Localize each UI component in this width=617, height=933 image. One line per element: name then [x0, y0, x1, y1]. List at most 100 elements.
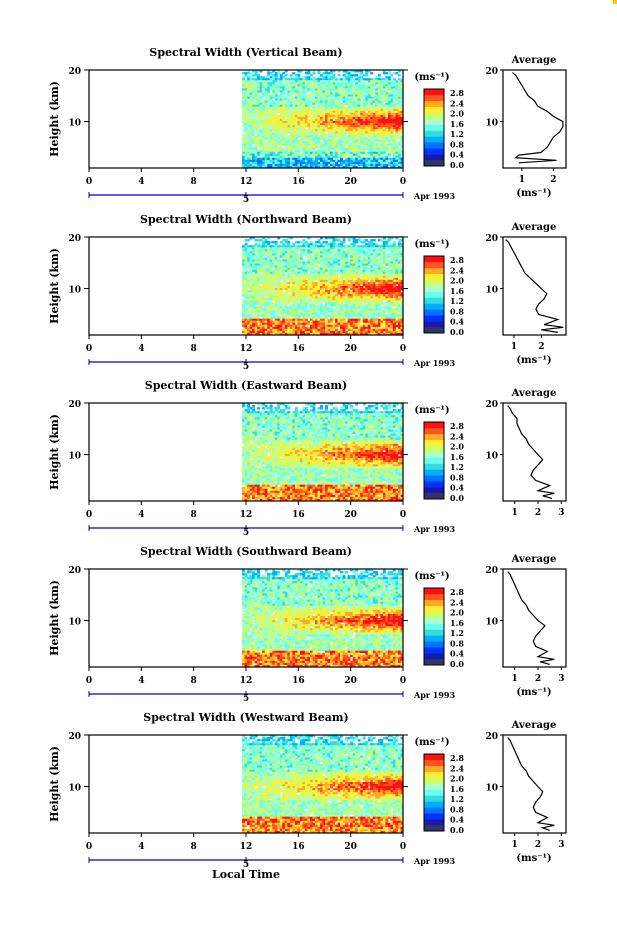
- heatmap-cell: [363, 74, 366, 76]
- heatmap-cell: [252, 311, 255, 313]
- heatmap-cell: [292, 272, 295, 274]
- heatmap-cell: [358, 113, 361, 115]
- colorbar-swatch: [424, 89, 444, 95]
- heatmap-cell: [242, 325, 245, 327]
- heatmap-cell: [398, 137, 401, 139]
- heatmap-cell: [333, 319, 336, 321]
- colorbar-swatch: [424, 160, 444, 166]
- heatmap-cell: [282, 239, 285, 241]
- colorbar-swatch: [424, 154, 444, 160]
- heatmap-cell: [348, 286, 351, 288]
- heatmap-cell: [245, 239, 248, 241]
- colorbar-label: 0.0: [450, 160, 464, 170]
- heatmap-cell: [333, 156, 336, 158]
- heatmap-cell: [285, 74, 288, 76]
- heatmap-cell: [323, 241, 326, 243]
- heatmap-cell: [393, 129, 396, 131]
- heatmap-cell: [395, 137, 398, 139]
- heatmap-cell: [365, 78, 368, 80]
- panel-title: Spectral Width (Vertical Beam): [149, 46, 342, 59]
- heatmap-cell: [333, 117, 336, 119]
- heatmap: [242, 70, 403, 168]
- heatmap-cell: [345, 144, 348, 146]
- heatmap-cell: [247, 239, 250, 241]
- heatmap-cell: [260, 282, 263, 284]
- heatmap-cell: [280, 278, 283, 280]
- heatmap-cell: [315, 278, 318, 280]
- heatmap-cell: [315, 146, 318, 148]
- heatmap-cell: [338, 74, 341, 76]
- heatmap-cell: [260, 125, 263, 127]
- heatmap-cell: [252, 141, 255, 143]
- heatmap-cell: [330, 72, 333, 74]
- heatmap-cell: [295, 321, 298, 323]
- heatmap-cell: [375, 82, 378, 84]
- heatmap-cell: [360, 164, 363, 166]
- x-tick-label: 0: [400, 177, 406, 187]
- heatmap: [242, 237, 403, 335]
- heatmap-cell: [365, 74, 368, 76]
- heatmap-cell: [295, 241, 298, 243]
- heatmap-cell: [272, 317, 275, 319]
- heatmap-cell: [282, 76, 285, 78]
- heatmap-cell: [270, 88, 273, 90]
- colorbar-swatch: [424, 148, 444, 154]
- heatmap-cell: [365, 109, 368, 111]
- heatmap-cell: [260, 146, 263, 148]
- colorbar-swatch: [424, 101, 444, 107]
- heatmap-cell: [355, 162, 358, 164]
- heatmap-cell: [353, 74, 356, 76]
- colorbar-swatch: [424, 113, 444, 119]
- heatmap-cell: [247, 97, 250, 99]
- heatmap-cell: [290, 315, 293, 317]
- heatmap-cell: [255, 239, 258, 241]
- average-x-tick-label: 1: [519, 175, 525, 185]
- heatmap-cell: [242, 129, 245, 131]
- x-tick-label: 12: [240, 177, 253, 187]
- heatmap-cell: [242, 294, 245, 296]
- date-label: 5: [243, 195, 249, 205]
- heatmap-cell: [343, 74, 346, 76]
- heatmap-cell: [328, 315, 331, 317]
- heatmap-cell: [290, 300, 293, 302]
- heatmap-cell: [297, 298, 300, 300]
- heatmap-cell: [260, 315, 263, 317]
- heatmap-cell: [358, 80, 361, 82]
- heatmap-cell: [292, 72, 295, 74]
- colorbar-label: 2.4: [450, 98, 464, 108]
- heatmap-cell: [272, 298, 275, 300]
- heatmap-cell: [333, 304, 336, 306]
- heatmap-cell: [315, 266, 318, 268]
- heatmap-cell: [270, 241, 273, 243]
- heatmap-cell: [290, 321, 293, 323]
- heatmap-cell: [393, 72, 396, 74]
- heatmap-cell: [328, 311, 331, 313]
- corner-marker: [613, 0, 617, 4]
- heatmap-cell: [300, 315, 303, 317]
- heatmap-cell: [340, 288, 343, 290]
- average-y-tick-label: 20: [485, 67, 498, 77]
- average-y-tick-label: 10: [485, 119, 498, 129]
- heatmap-cell: [267, 306, 270, 308]
- heatmap-cell: [290, 282, 293, 284]
- colorbar-swatch: [424, 95, 444, 101]
- heatmap-cell: [252, 74, 255, 76]
- colorbar-swatch: [424, 125, 444, 131]
- colorbar-label: 2.8: [450, 88, 464, 98]
- heatmap-cell: [343, 276, 346, 278]
- heatmap-cell: [350, 152, 353, 154]
- heatmap-cell: [307, 90, 310, 92]
- heatmap-cell: [335, 239, 338, 241]
- heatmap-cell: [310, 113, 313, 115]
- heatmap-cell: [360, 97, 363, 99]
- heatmap-cell: [265, 253, 268, 255]
- heatmap-cell: [388, 158, 391, 160]
- x-tick-label: 20: [344, 177, 357, 187]
- heatmap-cell: [297, 241, 300, 243]
- heatmap-cell: [247, 72, 250, 74]
- y-tick-label: 10: [68, 119, 81, 129]
- heatmap-cell: [292, 92, 295, 94]
- heatmap-cell: [355, 74, 358, 76]
- heatmap-cell: [373, 101, 376, 103]
